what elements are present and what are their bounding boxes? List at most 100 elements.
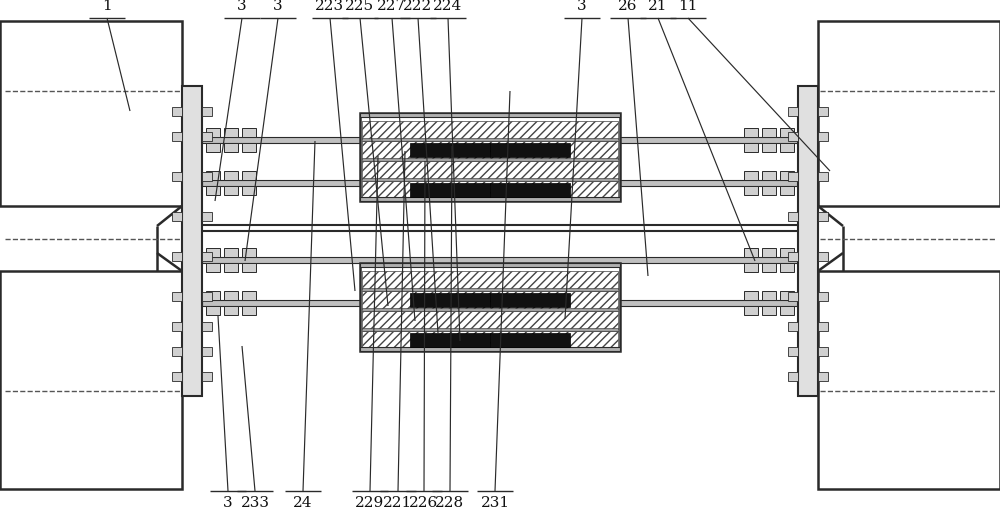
Bar <box>818 212 828 221</box>
Bar <box>362 138 618 141</box>
Bar <box>206 263 220 272</box>
Bar <box>224 248 238 257</box>
Bar <box>242 186 256 195</box>
Bar <box>206 171 220 180</box>
Bar <box>360 263 620 351</box>
Bar <box>762 248 776 257</box>
Bar <box>744 171 758 180</box>
Bar <box>788 292 798 301</box>
Bar <box>744 128 758 137</box>
Bar <box>202 132 212 141</box>
Bar <box>762 186 776 195</box>
Bar <box>744 248 758 257</box>
Text: 223: 223 <box>315 0 345 13</box>
Bar <box>172 132 182 141</box>
Bar <box>360 113 620 117</box>
Text: 3: 3 <box>237 0 247 13</box>
Bar <box>206 128 220 137</box>
Bar <box>788 372 798 381</box>
Bar <box>172 252 182 261</box>
Bar <box>490 293 570 307</box>
Bar <box>224 186 238 195</box>
Text: 3: 3 <box>223 496 233 510</box>
Bar <box>762 171 776 180</box>
Bar <box>242 291 256 300</box>
Bar <box>202 137 798 143</box>
Bar <box>242 306 256 315</box>
Bar <box>360 263 620 267</box>
Bar <box>762 128 776 137</box>
Bar <box>788 252 798 261</box>
Bar <box>818 252 828 261</box>
Bar <box>788 322 798 331</box>
Bar <box>206 186 220 195</box>
Text: 3: 3 <box>577 0 587 13</box>
Bar <box>818 107 828 116</box>
Bar <box>788 347 798 356</box>
Bar <box>242 263 256 272</box>
Bar <box>360 197 620 201</box>
Bar <box>242 143 256 152</box>
Text: 21: 21 <box>648 0 668 13</box>
Text: 229: 229 <box>355 496 385 510</box>
Polygon shape <box>818 271 1000 489</box>
Bar <box>762 306 776 315</box>
Bar <box>362 121 618 139</box>
Bar <box>182 86 202 396</box>
Bar <box>362 161 618 179</box>
Bar <box>744 143 758 152</box>
Bar <box>788 132 798 141</box>
Bar <box>490 143 570 157</box>
Bar <box>762 143 776 152</box>
Bar <box>362 311 618 329</box>
Bar <box>788 212 798 221</box>
Bar <box>744 263 758 272</box>
Bar <box>818 172 828 181</box>
Bar <box>410 293 490 307</box>
Bar <box>780 291 794 300</box>
Bar <box>818 372 828 381</box>
Bar <box>202 107 212 116</box>
Bar <box>780 248 794 257</box>
Text: 26: 26 <box>618 0 638 13</box>
Bar <box>172 172 182 181</box>
Bar <box>242 171 256 180</box>
Bar <box>202 257 798 263</box>
Text: 224: 224 <box>433 0 463 13</box>
Bar <box>202 372 212 381</box>
Bar <box>172 212 182 221</box>
Bar <box>202 322 212 331</box>
Bar <box>202 212 212 221</box>
Bar <box>780 186 794 195</box>
Bar <box>202 180 798 186</box>
Bar <box>818 347 828 356</box>
Bar <box>224 263 238 272</box>
Bar <box>360 347 620 351</box>
Bar <box>490 333 570 347</box>
Text: 1: 1 <box>102 0 112 13</box>
Bar <box>242 128 256 137</box>
Bar <box>224 171 238 180</box>
Bar <box>780 306 794 315</box>
Bar <box>202 172 212 181</box>
Text: 11: 11 <box>678 0 698 13</box>
Bar <box>362 141 618 159</box>
Polygon shape <box>0 21 182 206</box>
Bar <box>410 183 490 197</box>
Text: 3: 3 <box>273 0 283 13</box>
Bar <box>224 128 238 137</box>
Bar <box>818 322 828 331</box>
Bar <box>242 248 256 257</box>
Bar <box>362 291 618 309</box>
Bar <box>362 308 618 311</box>
Bar <box>744 291 758 300</box>
Text: 24: 24 <box>293 496 313 510</box>
Bar <box>224 291 238 300</box>
Bar <box>818 292 828 301</box>
Bar <box>818 132 828 141</box>
Polygon shape <box>0 271 182 489</box>
Bar <box>202 347 212 356</box>
Bar <box>762 291 776 300</box>
Bar <box>744 186 758 195</box>
Bar <box>202 292 212 301</box>
